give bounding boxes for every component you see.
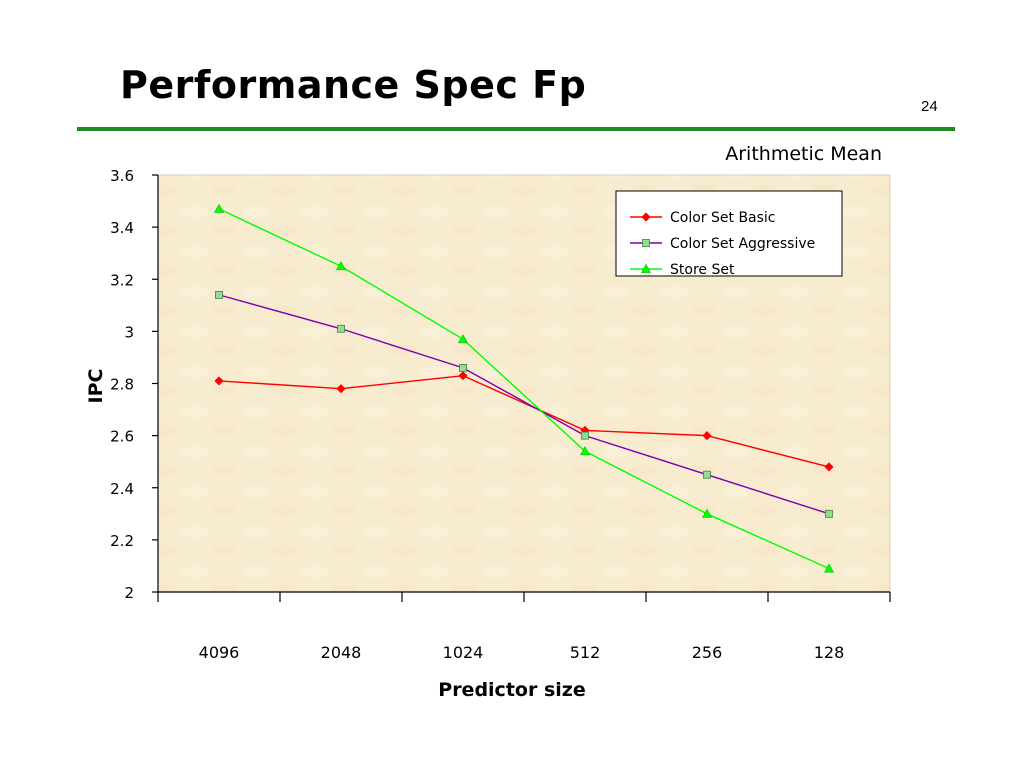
series-store-set	[213, 203, 835, 573]
data-point	[215, 290, 223, 299]
legend-swatch-marker	[640, 263, 652, 273]
y-tick-label: 3.2	[110, 271, 134, 289]
data-point	[335, 261, 347, 271]
x-tick-label: 2048	[321, 643, 362, 662]
data-point	[213, 203, 225, 213]
title-divider	[77, 127, 955, 131]
data-point	[579, 446, 591, 456]
data-point	[458, 371, 468, 381]
series-layer	[213, 203, 835, 573]
data-point	[702, 431, 712, 441]
series-color-set-aggressive	[215, 290, 833, 518]
x-tick-label: 256	[692, 643, 723, 662]
legend-label: Store Set	[670, 262, 735, 278]
x-tick-label: 1024	[443, 643, 484, 662]
legend-swatch-marker	[642, 239, 650, 247]
y-tick-label: 3.6	[110, 167, 134, 185]
data-point	[459, 363, 467, 372]
y-tick-label: 2.6	[110, 428, 134, 446]
y-tick-label: 2.8	[110, 376, 134, 394]
chart-title: Arithmetic Mean	[725, 143, 882, 165]
y-tick-label: 2.2	[110, 532, 134, 550]
data-point	[824, 462, 834, 472]
data-point	[457, 334, 469, 344]
data-point	[581, 431, 589, 440]
x-tick-label: 128	[814, 643, 845, 662]
y-tick-label: 2.4	[110, 480, 134, 498]
data-point	[823, 563, 835, 573]
data-point	[337, 324, 345, 333]
data-point	[703, 470, 711, 479]
y-tick-label: 2	[124, 584, 134, 602]
data-point	[825, 509, 833, 518]
legend-item: Color Set Aggressive	[630, 236, 815, 252]
legend-box	[615, 190, 843, 277]
series-color-set-basic	[214, 371, 834, 472]
legend-item: Store Set	[630, 262, 735, 278]
x-tick-label: 512	[570, 643, 601, 662]
x-axis: 4096 2048 1024 512 256 128	[157, 591, 891, 662]
data-point	[336, 384, 346, 394]
y-axis-label: IPC	[85, 369, 107, 404]
series-line	[218, 208, 830, 570]
y-tick-label: 3	[124, 323, 134, 341]
slide-number: 24	[921, 98, 938, 115]
x-axis-label: Predictor size	[438, 679, 585, 701]
data-point	[701, 508, 713, 518]
data-point	[214, 376, 224, 386]
legend: Color Set Basic Color Set Aggressive Store…	[615, 190, 843, 278]
series-line	[218, 374, 830, 468]
legend-label: Color Set Basic	[670, 210, 776, 226]
slide-title: Performance Spec Fp	[120, 63, 587, 107]
y-tick-label: 3.4	[110, 219, 134, 237]
legend-label: Color Set Aggressive	[670, 236, 815, 252]
legend-item: Color Set Basic	[630, 210, 776, 226]
x-tick-label: 4096	[199, 643, 240, 662]
y-axis: 2 2.2 2.4 2.6 2.8 3 3.2 3.4 3.6	[110, 167, 159, 602]
legend-swatch-marker	[641, 212, 651, 222]
series-line	[218, 294, 830, 515]
